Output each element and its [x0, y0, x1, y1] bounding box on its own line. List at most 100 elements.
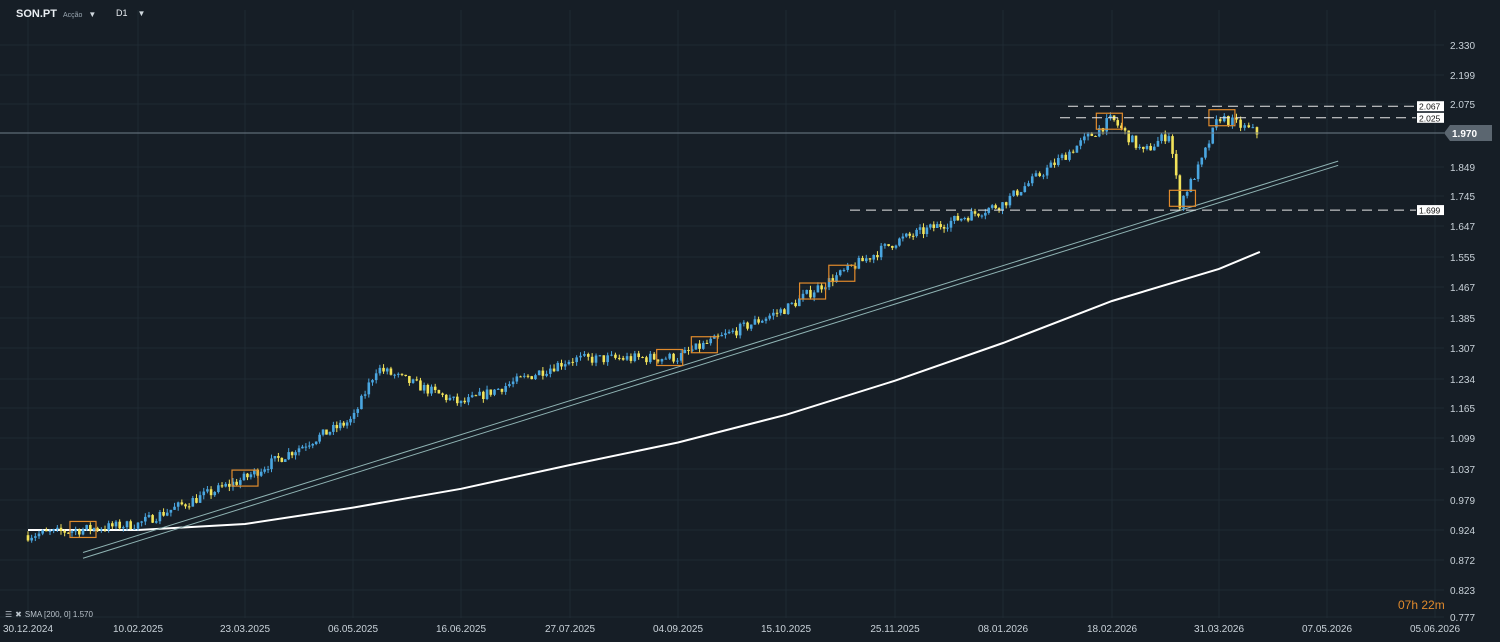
candle-body: [246, 473, 249, 478]
candle-body: [614, 354, 617, 358]
countdown-minutes: 22m: [1421, 598, 1445, 612]
candle-body: [1243, 125, 1246, 128]
indicator-close-icon[interactable]: ✖: [15, 610, 22, 619]
candle-body: [1034, 173, 1038, 177]
candle-body: [915, 229, 918, 237]
level-tag-label: 1.699: [1419, 206, 1441, 216]
date-tick-label: 08.01.2026: [978, 624, 1028, 635]
trendline: [82, 164, 1339, 559]
chevron-down-icon[interactable]: ▼: [88, 9, 97, 19]
candle-body: [147, 515, 151, 517]
date-tick-label: 18.02.2026: [1087, 624, 1137, 635]
highlight-box: [690, 336, 718, 354]
candle-body: [801, 293, 805, 299]
candle-body: [956, 215, 960, 221]
candle-body: [400, 373, 404, 375]
candle-body: [932, 224, 936, 228]
candle-body: [942, 227, 946, 229]
candle-body: [304, 446, 308, 448]
candle-body: [838, 270, 842, 276]
candle-body: [496, 388, 500, 390]
date-tick-label: 27.07.2025: [545, 624, 595, 635]
candle-body: [879, 245, 883, 258]
candle-body: [887, 244, 890, 246]
candle-body: [598, 355, 602, 357]
candle-body: [270, 458, 273, 470]
candle-body: [415, 379, 419, 381]
candle-body: [797, 298, 801, 307]
candle-body: [1160, 134, 1163, 141]
candle-body: [1116, 120, 1120, 126]
candle-body: [332, 424, 335, 432]
candle-body: [1239, 119, 1242, 128]
candle-body: [441, 393, 444, 395]
candle-body: [876, 255, 879, 258]
candle-body: [1012, 190, 1015, 196]
candle-body: [162, 511, 165, 516]
candle-body: [511, 381, 515, 385]
candle-body: [452, 396, 455, 398]
candle-body: [575, 357, 578, 363]
candle-body: [114, 521, 118, 527]
candle-body: [111, 523, 114, 527]
candle-body: [1174, 153, 1178, 176]
candle-body: [1196, 164, 1200, 179]
candle-body: [552, 368, 556, 372]
candle-body: [1053, 162, 1056, 165]
candle-body: [266, 469, 270, 471]
candle-body: [904, 233, 908, 237]
candle-body: [1056, 157, 1060, 165]
candle-body: [356, 409, 360, 413]
candle-body: [1227, 116, 1230, 126]
candle-body: [1094, 135, 1097, 137]
candle-body: [1030, 176, 1034, 184]
candle-body: [746, 322, 749, 329]
candle-body: [537, 370, 541, 376]
candle-body: [1123, 128, 1127, 131]
candle-body: [846, 264, 849, 270]
timeframe-selector[interactable]: D1 ▼: [116, 8, 145, 18]
date-tick-label: 10.02.2025: [113, 624, 163, 635]
candle-body: [96, 528, 99, 531]
candle-body: [925, 227, 929, 235]
candle-body: [1079, 140, 1082, 146]
candle-body: [301, 446, 304, 449]
candle-body: [287, 452, 290, 460]
candle-body: [1142, 146, 1145, 149]
candle-body: [67, 532, 70, 534]
candle-body: [560, 362, 563, 367]
candle-body: [228, 483, 231, 487]
candle-body: [1004, 202, 1008, 206]
trendline: [82, 160, 1339, 553]
candle-body: [1204, 147, 1207, 158]
symbol-selector[interactable]: SON.PT Acção ▼: [16, 8, 96, 20]
candle-body: [56, 527, 59, 530]
candle-body: [883, 244, 887, 246]
candle-body: [779, 309, 783, 313]
candle-body: [92, 528, 96, 531]
indicator-settings-icon[interactable]: ☰: [5, 610, 13, 619]
price-tick-label: 1.234: [1450, 375, 1475, 386]
candle-body: [772, 312, 775, 316]
candle-body: [100, 529, 103, 531]
candle-body: [1060, 154, 1064, 158]
candle-body: [1090, 133, 1094, 136]
candle-body: [277, 456, 280, 458]
price-tick-label: 0.872: [1450, 556, 1475, 567]
symbol-name: SON.PT: [16, 8, 57, 20]
time-axis[interactable]: 30.12.2024 10.02.2025 23.03.2025 06.05.2025…: [3, 624, 1460, 635]
candle-body: [280, 457, 284, 462]
candle-body: [352, 412, 356, 419]
candle-body: [345, 422, 349, 426]
indicator-legend[interactable]: ☰ ✖ SMA [200, 0] 1.570: [5, 610, 93, 619]
chevron-down-icon[interactable]: ▼: [137, 8, 146, 18]
candle-body: [70, 531, 74, 533]
candle-body: [690, 349, 694, 351]
date-tick-label: 16.06.2025: [436, 624, 486, 635]
candle-body: [563, 364, 567, 367]
candle-body: [249, 474, 253, 478]
highlight-box: [798, 282, 827, 300]
candle-body: [530, 376, 534, 380]
candle-body: [308, 445, 311, 447]
